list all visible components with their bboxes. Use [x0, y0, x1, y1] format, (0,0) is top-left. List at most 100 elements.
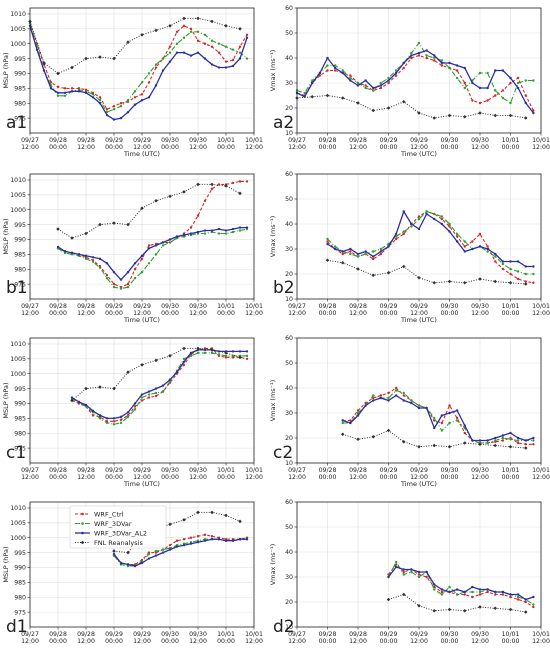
data-point: [356, 81, 360, 85]
data-point: [486, 245, 489, 248]
x-tick-label: 12:00: [245, 310, 263, 317]
data-point: [440, 588, 444, 591]
series-line-wrf-3dvar-al2: [296, 49, 534, 114]
data-point: [478, 86, 482, 90]
data-point: [356, 414, 360, 417]
y-tick-label: 30: [285, 574, 293, 581]
data-point: [105, 276, 109, 280]
data-point: [364, 401, 367, 405]
data-point: [140, 254, 144, 258]
data-point: [140, 99, 144, 102]
data-point: [516, 277, 520, 281]
data-point: [210, 351, 214, 355]
data-point: [217, 353, 221, 356]
series-line-fnl-reanalysis: [57, 183, 241, 239]
data-point: [432, 280, 437, 285]
data-point: [210, 535, 214, 538]
data-point: [486, 99, 489, 102]
data-point: [238, 355, 242, 360]
data-point: [417, 51, 421, 55]
data-point: [203, 539, 207, 542]
legend-label: WRF_Ctrl: [94, 510, 124, 518]
data-point: [119, 421, 123, 425]
data-point: [154, 198, 158, 203]
data-point: [402, 394, 405, 397]
x-tick-label: 10/01: [502, 303, 520, 310]
data-point: [210, 39, 214, 42]
data-point: [140, 206, 144, 211]
data-point: [433, 59, 436, 62]
data-point: [417, 444, 421, 449]
data-point: [70, 396, 74, 399]
data-point: [217, 232, 221, 235]
data-point: [387, 81, 390, 85]
data-point: [245, 357, 249, 361]
data-point: [394, 389, 398, 392]
data-point: [486, 439, 489, 442]
x-tick-label: 00:00: [441, 474, 459, 481]
data-point: [524, 79, 527, 82]
x-tick-label: 09/28: [77, 137, 95, 144]
data-point: [478, 245, 482, 248]
x-tick-label: 10/01: [245, 467, 263, 474]
data-point: [119, 116, 123, 120]
data-point: [238, 226, 242, 229]
y-tick-label: 980: [14, 430, 26, 437]
data-point: [98, 266, 102, 269]
data-point: [70, 251, 74, 255]
data-point: [448, 411, 451, 415]
data-point: [471, 439, 474, 442]
x-axis-label: Time (UTC): [400, 150, 437, 158]
x-tick-label: 12:00: [245, 638, 263, 645]
data-point: [379, 396, 383, 400]
data-point: [410, 56, 413, 60]
x-tick-label: 09/28: [349, 631, 367, 638]
y-tick-label: 985: [14, 86, 26, 93]
series-line-wrf-3dvar-al2: [327, 210, 534, 268]
data-point: [440, 217, 444, 221]
data-point: [147, 552, 151, 556]
data-point: [126, 110, 130, 114]
data-point: [91, 93, 95, 96]
x-tick-label: 00:00: [217, 638, 235, 645]
x-tick-label: 09/30: [441, 303, 459, 310]
panel-label: a1: [6, 113, 27, 133]
data-point: [112, 118, 116, 121]
data-point: [63, 250, 67, 253]
data-point: [349, 421, 352, 425]
data-point: [189, 536, 193, 539]
x-tick-label: 12:00: [133, 310, 151, 317]
data-point: [448, 421, 451, 425]
data-point: [126, 40, 130, 45]
data-point: [440, 421, 444, 425]
x-tick-label: 09/30: [161, 303, 179, 310]
x-tick-label: 09/27: [288, 137, 306, 144]
data-point: [509, 438, 512, 441]
data-point: [196, 230, 200, 234]
data-point: [501, 69, 505, 72]
y-tick-label: 995: [14, 56, 26, 63]
data-point: [516, 595, 520, 599]
data-point: [478, 588, 482, 591]
data-point: [532, 281, 535, 284]
data-point: [333, 245, 337, 248]
legend-marker: [81, 522, 84, 525]
data-point: [56, 227, 60, 231]
series-line-wrf-3dvar-al2: [387, 566, 534, 601]
data-point: [516, 593, 520, 596]
x-tick-label: 12:00: [21, 638, 39, 645]
data-point: [210, 538, 214, 541]
data-point: [147, 390, 151, 393]
data-point: [356, 84, 360, 87]
data-point: [417, 570, 421, 574]
data-point: [379, 84, 383, 87]
data-point: [425, 575, 428, 579]
data-point: [119, 561, 123, 565]
data-point: [523, 282, 528, 286]
x-tick-label: 09/29: [133, 303, 151, 310]
data-point: [455, 416, 459, 420]
data-point: [440, 429, 444, 432]
data-point: [447, 279, 452, 284]
y-tick-label: 60: [285, 335, 293, 342]
data-point: [448, 230, 451, 233]
